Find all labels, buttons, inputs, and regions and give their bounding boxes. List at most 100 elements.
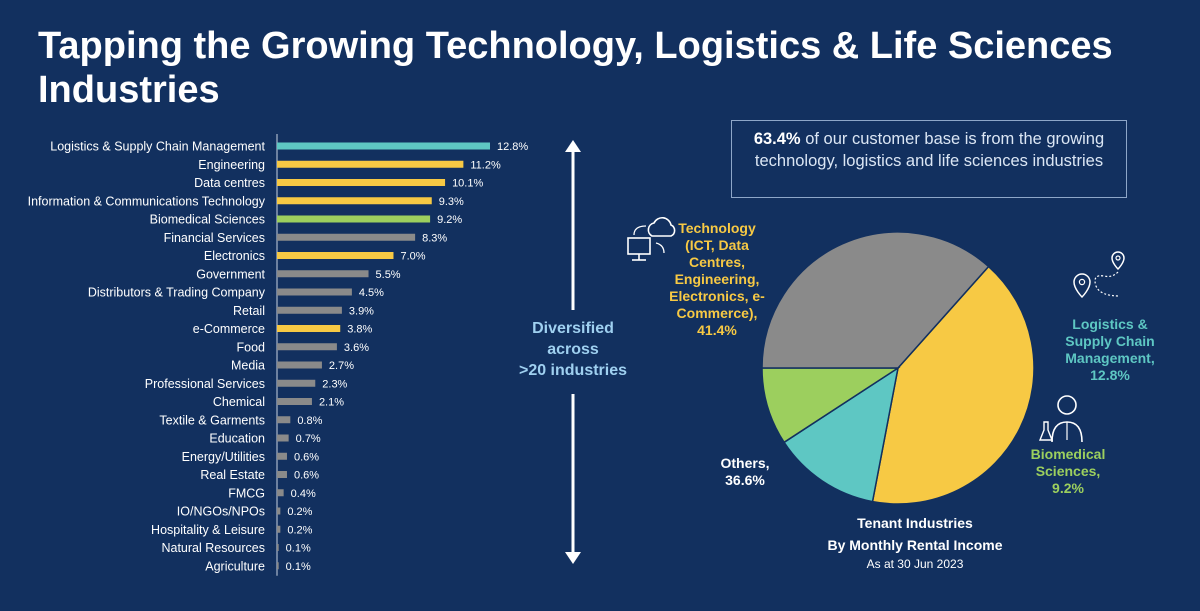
diversified-note: Diversified across >20 industries bbox=[498, 318, 648, 381]
pie-label-logistics: Logistics & Supply Chain Management, 12.… bbox=[1050, 316, 1170, 384]
technology-label-line-2: (ICT, Data bbox=[685, 237, 749, 253]
value-label-energy-utilities: 0.6% bbox=[294, 451, 319, 463]
technology-label-line-7: 41.4% bbox=[697, 322, 737, 338]
value-label-food: 3.6% bbox=[344, 342, 369, 354]
bar-real-estate bbox=[277, 471, 287, 478]
category-label-media: Media bbox=[231, 359, 265, 373]
page-title: Tapping the Growing Technology, Logistic… bbox=[38, 25, 1113, 111]
category-label-electronics: Electronics bbox=[204, 249, 265, 263]
pie-caption-line-2: By Monthly Rental Income bbox=[827, 537, 1003, 553]
value-label-agriculture: 0.1% bbox=[286, 561, 311, 573]
technology-label-line-4: Engineering, bbox=[674, 271, 760, 287]
bar-electronics bbox=[277, 252, 394, 259]
category-label-professional-services: Professional Services bbox=[145, 377, 265, 391]
category-label-fmcg: FMCG bbox=[228, 486, 265, 500]
value-label-distributors-trading-company: 4.5% bbox=[359, 287, 384, 299]
value-label-real-estate: 0.6% bbox=[294, 470, 319, 482]
value-label-data-centres: 10.1% bbox=[452, 178, 483, 190]
technology-label-line-1: Technology bbox=[678, 220, 756, 236]
map-pin-route-icon bbox=[1073, 251, 1125, 299]
biomedical-label-line-3: 9.2% bbox=[1052, 480, 1084, 496]
value-label-hospitality-leisure: 0.2% bbox=[287, 524, 312, 536]
bar-biomedical-sciences bbox=[277, 215, 431, 223]
value-label-retail: 3.9% bbox=[349, 305, 374, 317]
callout-highlight: 63.4% bbox=[753, 130, 801, 148]
category-label-retail: Retail bbox=[233, 304, 265, 318]
pie-caption: Tenant Industries By Monthly Rental Inco… bbox=[790, 512, 1040, 556]
bar-professional-services bbox=[277, 379, 316, 387]
bar-data-centres bbox=[277, 179, 446, 186]
diversified-line-3: >20 industries bbox=[518, 362, 628, 379]
value-label-logistics-supply-chain-management: 12.8% bbox=[497, 141, 528, 153]
category-label-chemical: Chemical bbox=[213, 395, 265, 409]
value-label-chemical: 2.1% bbox=[319, 397, 344, 409]
bar-agriculture bbox=[277, 562, 279, 570]
others-label-line-1: Others, bbox=[720, 455, 770, 471]
biomedical-label-line-2: Sciences, bbox=[1035, 463, 1101, 479]
callout-text: of our customer base is from the growing… bbox=[754, 130, 1105, 170]
value-label-biomedical-sciences: 9.2% bbox=[437, 214, 462, 226]
value-label-fmcg: 0.4% bbox=[291, 488, 316, 500]
logistics-label-line-1: Logistics & bbox=[1072, 316, 1148, 332]
bar-logistics-supply-chain-management bbox=[277, 142, 490, 150]
bar-fmcg bbox=[277, 489, 284, 497]
technology-label-line-5: Electronics, e- bbox=[669, 288, 765, 304]
technology-label-line-6: Commerce), bbox=[676, 305, 758, 321]
double-arrow bbox=[565, 140, 581, 564]
pie-slice-technology bbox=[871, 265, 1035, 505]
bar-education bbox=[277, 434, 289, 442]
bar-io-ngos-npos bbox=[277, 507, 281, 515]
value-label-information-communications-technology: 9.3% bbox=[439, 196, 464, 208]
bar-hospitality-leisure bbox=[277, 525, 281, 533]
technology-label-line-3: Centres, bbox=[688, 254, 746, 270]
arrow-head-up bbox=[565, 140, 581, 152]
industry-bar-chart: Logistics & Supply Chain Management 12.8%… bbox=[28, 134, 528, 576]
category-label-data-centres: Data centres bbox=[194, 176, 265, 190]
logistics-label-line-3: Management, bbox=[1065, 350, 1155, 366]
bar-textile-garments bbox=[277, 416, 291, 424]
bar-information-communications-technology bbox=[277, 197, 432, 205]
value-label-government: 5.5% bbox=[376, 269, 401, 281]
logistics-label-line-4: 12.8% bbox=[1090, 367, 1130, 383]
category-label-real-estate: Real Estate bbox=[200, 468, 265, 482]
category-label-hospitality-leisure: Hospitality & Leisure bbox=[151, 523, 265, 537]
value-label-education: 0.7% bbox=[296, 433, 321, 445]
category-label-agriculture: Agriculture bbox=[205, 559, 265, 573]
category-label-financial-services: Financial Services bbox=[164, 231, 265, 245]
value-label-financial-services: 8.3% bbox=[422, 232, 447, 244]
bar-government bbox=[277, 270, 369, 278]
tenant-industry-pie bbox=[761, 231, 1035, 505]
bar-food bbox=[277, 343, 337, 351]
pie-slice-logistics bbox=[783, 366, 900, 503]
category-label-io-ngos-npos: IO/NGOs/NPOs bbox=[177, 505, 265, 519]
value-label-textile-garments: 0.8% bbox=[297, 415, 322, 427]
pie-label-technology: Technology (ICT, Data Centres, Engineeri… bbox=[662, 220, 772, 339]
diversified-line-1: Diversified bbox=[532, 320, 614, 337]
category-label-logistics-supply-chain-management: Logistics & Supply Chain Management bbox=[50, 140, 265, 154]
pie-slice-biomedical bbox=[761, 367, 901, 444]
category-label-biomedical-sciences: Biomedical Sciences bbox=[150, 213, 265, 227]
category-label-engineering: Engineering bbox=[198, 158, 265, 172]
category-label-information-communications-technology: Information & Communications Technology bbox=[28, 194, 266, 208]
bar-financial-services bbox=[277, 233, 416, 241]
value-label-professional-services: 2.3% bbox=[322, 378, 347, 390]
bar-chemical bbox=[277, 398, 312, 405]
bar-e-commerce bbox=[277, 325, 341, 332]
pie-label-biomedical: Biomedical Sciences, 9.2% bbox=[1018, 446, 1118, 497]
bar-energy-utilities bbox=[277, 452, 287, 460]
biomedical-label-line-1: Biomedical bbox=[1030, 446, 1106, 462]
pie-date: As at 30 Jun 2023 bbox=[866, 557, 964, 571]
bar-natural-resources bbox=[277, 544, 279, 551]
arrow-head-down bbox=[565, 552, 581, 564]
value-label-natural-resources: 0.1% bbox=[286, 543, 311, 555]
category-label-education: Education bbox=[209, 432, 265, 446]
value-label-e-commerce: 3.8% bbox=[347, 324, 372, 336]
value-label-electronics: 7.0% bbox=[400, 251, 425, 263]
cloud-computer-icon bbox=[627, 217, 676, 261]
category-label-energy-utilities: Energy/Utilities bbox=[182, 450, 265, 464]
bar-distributors-trading-company bbox=[277, 288, 352, 296]
category-label-natural-resources: Natural Resources bbox=[161, 541, 265, 555]
value-label-io-ngos-npos: 0.2% bbox=[287, 506, 312, 518]
bar-media bbox=[277, 361, 322, 369]
pie-slice-others bbox=[761, 231, 990, 369]
